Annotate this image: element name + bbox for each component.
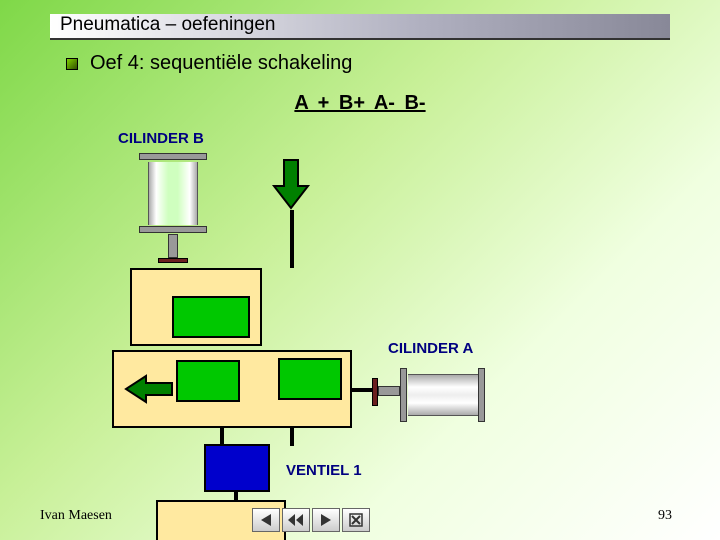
cylinder-b-rod-tip [158, 258, 188, 263]
subtitle: Oef 4: sequentiële schakeling [90, 52, 352, 75]
connector-line [352, 388, 372, 392]
pneumatic-diagram: CILINDER B CILINDER A VENTIEL 1 [116, 130, 586, 460]
cylinder-b-body [148, 162, 198, 225]
cylinder-a-label: CILINDER A [388, 340, 473, 357]
nav-rewind-button[interactable] [282, 508, 310, 532]
cylinder-a-endcap [400, 368, 407, 422]
nav-play-button[interactable] [312, 508, 340, 532]
arrow-left-icon [124, 374, 174, 409]
connector-line [290, 210, 294, 268]
valve-block-blue [204, 444, 270, 492]
valve-port-mid-1 [176, 360, 240, 402]
nav-controls [252, 508, 370, 532]
cylinder-b-rod [168, 234, 178, 258]
cylinder-b-label: CILINDER B [118, 130, 204, 147]
connector-line [290, 428, 294, 446]
cylinder-a-body [408, 374, 478, 416]
slide: Pneumatica – oefeningen Oef 4: sequentië… [0, 0, 720, 540]
sequence-text: A + B+ A- B- [0, 92, 720, 115]
nav-prev-button[interactable] [252, 508, 280, 532]
page-title: Pneumatica – oefeningen [60, 14, 276, 36]
cylinder-a-endcap [478, 368, 485, 422]
cylinder-b-endcap [139, 226, 207, 233]
footer-author: Ivan Maesen [40, 508, 112, 524]
valve-port-mid-2 [278, 358, 342, 400]
cylinder-a-rod [378, 386, 400, 396]
valve-port-top [172, 296, 250, 338]
cylinder-b-endcap [139, 153, 207, 160]
footer-page-number: 93 [658, 508, 672, 524]
arrow-down-icon [266, 158, 316, 210]
valve-label: VENTIEL 1 [286, 462, 362, 479]
bullet-icon [66, 58, 78, 70]
nav-close-button[interactable] [342, 508, 370, 532]
